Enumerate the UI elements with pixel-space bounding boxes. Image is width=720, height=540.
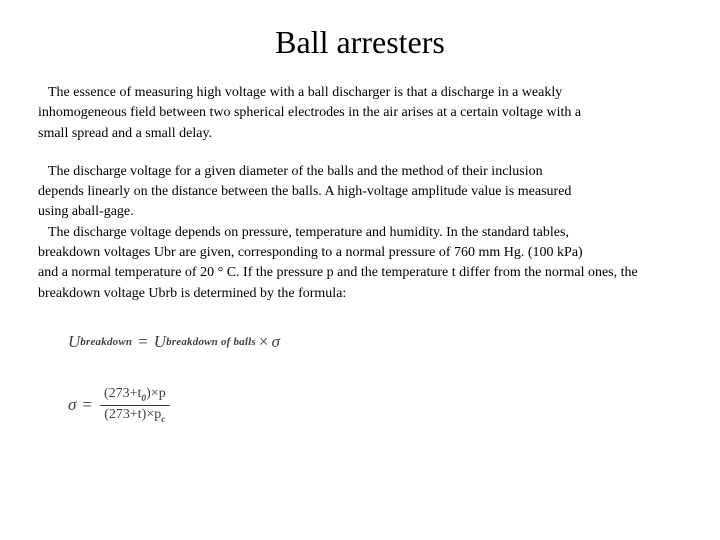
slide-title: Ball arresters — [38, 24, 682, 61]
formula-2-denominator: (273+t)×pc — [100, 407, 169, 425]
para-1-line-2: inhomogeneous field between two spherica… — [38, 103, 682, 123]
formula-1-sub1: breakdown — [80, 336, 132, 348]
formula-1-sub2: breakdown of balls — [166, 336, 256, 348]
body-text: The essence of measuring high voltage wi… — [38, 83, 682, 304]
formula-1-U2: U — [154, 332, 166, 352]
para-3-line-1: The discharge voltage depends on pressur… — [38, 223, 682, 243]
formula-2-sigma: σ — [68, 395, 76, 415]
para-3-line-3: and a normal temperature of 20 ° C. If t… — [38, 263, 682, 304]
para-1-line-3: small spread and a small delay. — [38, 124, 682, 144]
formula-1-U: U — [68, 332, 80, 352]
formula-1-times: × — [259, 332, 269, 352]
slide: Ball arresters The essence of measuring … — [0, 0, 720, 540]
formula-1-eq: = — [138, 332, 148, 352]
para-3-line-3-text: and a normal temperature of 20 ° C. If t… — [38, 263, 682, 304]
para-2-line-1: The discharge voltage for a given diamet… — [38, 162, 682, 182]
formula-1-sigma: σ — [271, 332, 279, 352]
spacer — [38, 144, 682, 162]
formula-2-num-b: )×p — [146, 386, 166, 401]
para-2-line-3: using aball-gage. — [38, 202, 682, 222]
para-1-line-1: The essence of measuring high voltage wi… — [38, 83, 682, 103]
para-3-line-2: breakdown voltages Ubr are given, corres… — [38, 243, 682, 263]
formula-2-den-a: (273+t)×p — [104, 407, 161, 422]
formula-1: Ubreakdown = Ubreakdown of balls × σ — [68, 332, 682, 352]
formula-block: Ubreakdown = Ubreakdown of balls × σ σ =… — [68, 332, 682, 424]
formula-2-fraction: (273+t0)×p (273+t)×pc — [100, 386, 170, 424]
formula-2-num-a: (273+t — [104, 386, 141, 401]
formula-2: σ = (273+t0)×p (273+t)×pc — [68, 386, 682, 424]
formula-2-den-sub: c — [161, 413, 165, 423]
fraction-line — [100, 405, 170, 406]
para-2-line-2: depends linearly on the distance between… — [38, 182, 682, 202]
formula-2-numerator: (273+t0)×p — [100, 386, 170, 404]
formula-2-eq: = — [82, 395, 92, 415]
